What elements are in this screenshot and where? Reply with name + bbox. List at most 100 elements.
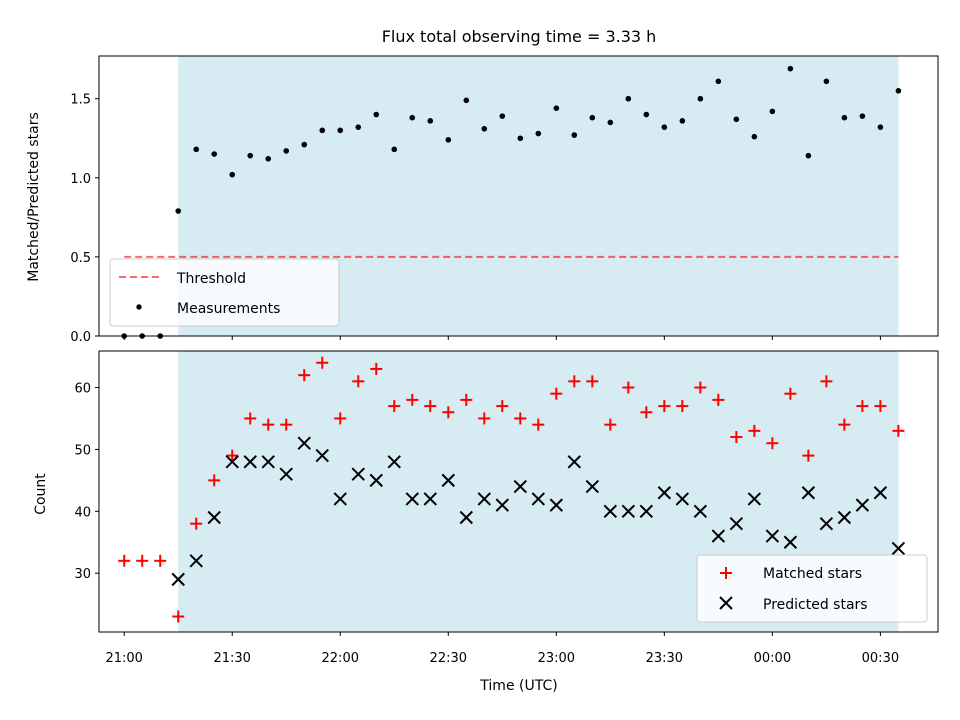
measurement-point [427,118,434,124]
predicted-star-diag-b [747,492,762,506]
predicted-star-diag-b [315,448,329,463]
predicted-star-point [495,498,510,512]
matched-star-point [298,369,311,382]
predicted-star-point [261,455,275,469]
matched-star-point [262,418,275,431]
predicted-star-diag-b [549,498,564,512]
measurement-point [751,133,758,140]
predicted-star-diag-b [873,486,888,500]
x-tick-label: 22:30 [430,651,467,666]
top-y-ticks: 0.0 0.5 1.0 1.5 [70,93,99,345]
predicted-star-diag-b [477,492,491,506]
predicted-star-diag-b [225,455,239,469]
predicted-star-diag-b [333,492,347,506]
x-tick-label: 21:30 [213,651,250,666]
matched-star-point [460,393,473,406]
x-tick-label: 23:30 [646,651,683,666]
predicted-star-diag-b [675,492,690,506]
predicted-star-diag-b [765,529,780,543]
predicted-star-point [207,510,221,525]
x-tick-label: 21:00 [105,651,142,666]
predicted-star-point [603,504,618,519]
measurement-point [859,113,866,119]
matched-star-point [604,418,617,431]
matched-star-point [244,412,257,425]
predicted-star-diag-b [801,486,816,500]
bottom-y-ticks: 30 40 50 60 [74,382,99,582]
predicted-star-point [477,492,491,506]
bottom-panel: 30 40 50 60 21:00 21:30 22:00 22:30 23:00 23:30 0… [33,350,939,694]
bottom-y-tick-label: 30 [74,567,91,582]
measurement-point [895,88,902,94]
predicted-star-diag-b [693,504,708,519]
matched-star-point [226,449,239,462]
matched-star-point [154,554,167,567]
measurement-point [355,124,362,130]
matched-star-point [370,362,383,375]
predicted-star-point [531,492,546,506]
x-tick-label: 23:00 [538,651,575,666]
top-legend-box [109,258,340,327]
predicted-star-diag-b [261,455,275,469]
predicted-star-diag-b [711,529,726,543]
measurement-point [265,156,272,162]
measurement-point [211,151,218,157]
predicted-star-point [765,529,780,543]
measurement-point [337,127,344,134]
measurement-point [823,78,830,85]
predicted-star-diag-b [441,473,455,488]
matched-star-point [784,387,797,400]
measurement-point [877,124,884,130]
top-legend: Threshold Measurements [109,258,340,327]
measurement-point [481,125,488,132]
predicted-star-point [711,529,726,543]
measurement-point [391,146,398,153]
top-y-tick-label: 0.0 [70,330,91,345]
matched-star-point [892,424,905,437]
measurement-point [445,137,452,143]
predicted-star-diag-b [279,467,293,481]
top-y-tick-label: 0.5 [70,251,91,266]
bottom-y-tick-label: 60 [74,382,91,397]
measurement-point [175,208,182,214]
predicted-star-diag-b [783,535,798,549]
matched-star-point [766,437,779,450]
measurement-point [715,78,722,85]
predicted-star-point [837,510,852,525]
predicted-star-diag-b [585,479,600,494]
predicted-star-diag-b [495,498,510,512]
matched-star-point [172,610,185,623]
matched-star-point [334,412,347,425]
predicted-star-diag-b [171,572,185,587]
legend-threshold-label: Threshold [176,271,246,287]
chart-title: Flux total observing time = 3.33 h [382,27,657,46]
predicted-star-diag-b [837,510,852,525]
matched-star-point [316,356,329,369]
measurement-point [841,114,848,121]
predicted-star-point [585,479,600,494]
measurement-point [283,148,290,154]
measurement-point [229,171,236,178]
measurement-point [499,113,506,119]
predicted-star-diag-b [531,492,546,506]
legend-measurements-label: Measurements [177,301,280,317]
measurement-point [787,65,794,72]
matched-star-point [730,431,743,444]
matched-star-point [406,393,419,406]
predicted-star-diag-b [819,516,834,531]
matched-star-point [514,412,527,425]
predicted-star-point [441,473,455,488]
bottom-y-tick-label: 50 [74,443,91,458]
measurement-point [607,119,614,126]
matched-star-point [532,418,545,431]
measurement-point [625,95,632,102]
matched-star-point [190,517,203,530]
matched-star-point [496,400,509,413]
measurement-point [373,111,380,118]
matched-star-point [352,375,365,388]
matched-star-point [478,412,491,425]
predicted-star-point [279,467,293,481]
predicted-star-point [855,498,870,512]
matched-star-point [136,554,149,567]
